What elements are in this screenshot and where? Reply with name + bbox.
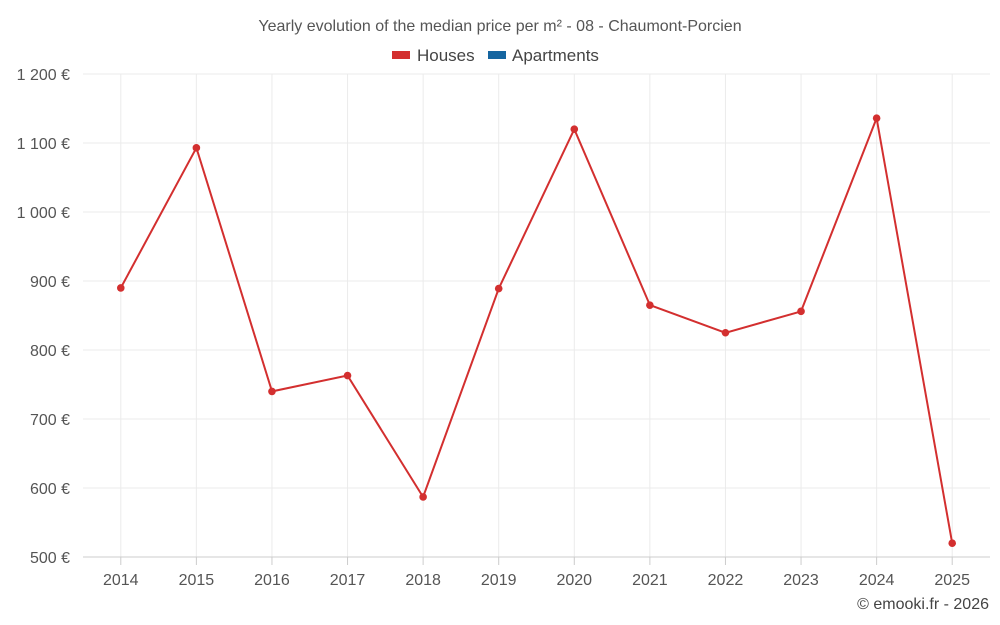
x-tick-label: 2021 bbox=[632, 572, 668, 589]
grid bbox=[83, 73, 990, 557]
x-tick-label: 2022 bbox=[708, 572, 744, 589]
data-point-houses[interactable] bbox=[570, 125, 579, 133]
x-tick-label: 2015 bbox=[179, 572, 215, 589]
x-tick-label: 2020 bbox=[556, 572, 592, 589]
legend-label-houses[interactable]: Houses bbox=[417, 46, 475, 65]
legend-swatch-apartments bbox=[488, 51, 506, 59]
x-tick-label: 2017 bbox=[330, 572, 366, 589]
chart-title: Yearly evolution of the median price per… bbox=[258, 18, 741, 35]
legend-label-apartments[interactable]: Apartments bbox=[512, 46, 599, 65]
y-axis: 500 € 600 € 700 € 800 € 900 € 1 000 € 1 100 € 1… bbox=[17, 67, 70, 567]
x-tick-label: 2023 bbox=[783, 572, 819, 589]
data-point-houses[interactable] bbox=[721, 328, 730, 337]
y-tick-label: 1 000 € bbox=[17, 205, 70, 222]
data-point-houses[interactable] bbox=[494, 284, 503, 293]
x-tick-label: 2014 bbox=[103, 572, 139, 589]
x-tick-label: 2019 bbox=[481, 572, 517, 589]
legend-swatch-houses bbox=[392, 51, 410, 59]
data-point-houses[interactable] bbox=[268, 387, 276, 396]
y-tick-label: 1 200 € bbox=[17, 67, 70, 84]
x-tick-label: 2024 bbox=[859, 572, 895, 589]
y-tick-label: 900 € bbox=[30, 274, 70, 291]
credit-text: © emooki.fr - 2026 bbox=[857, 596, 989, 613]
y-tick-label: 1 100 € bbox=[17, 136, 70, 153]
data-point-houses[interactable] bbox=[343, 371, 352, 380]
series-line-houses bbox=[119, 114, 954, 544]
data-point-houses[interactable] bbox=[872, 114, 881, 122]
legend: Houses Apartments bbox=[392, 46, 599, 65]
y-tick-label: 600 € bbox=[30, 481, 70, 498]
data-point-houses[interactable] bbox=[419, 493, 427, 501]
data-point-houses[interactable] bbox=[646, 301, 654, 309]
x-axis: 2014 2015 2016 2017 2018 2019 2020 2021 2022 2023… bbox=[83, 556, 990, 589]
series-layer bbox=[116, 114, 957, 547]
y-tick-label: 800 € bbox=[30, 343, 70, 360]
data-point-houses[interactable] bbox=[116, 284, 125, 292]
data-point-houses[interactable] bbox=[948, 539, 957, 547]
data-point-houses[interactable] bbox=[192, 144, 201, 152]
x-tick-label: 2016 bbox=[254, 572, 290, 589]
y-tick-label: 500 € bbox=[30, 550, 70, 567]
data-point-houses[interactable] bbox=[797, 307, 805, 316]
y-tick-label: 700 € bbox=[30, 412, 70, 429]
x-tick-label: 2018 bbox=[405, 572, 441, 589]
x-tick-label: 2025 bbox=[934, 572, 970, 589]
